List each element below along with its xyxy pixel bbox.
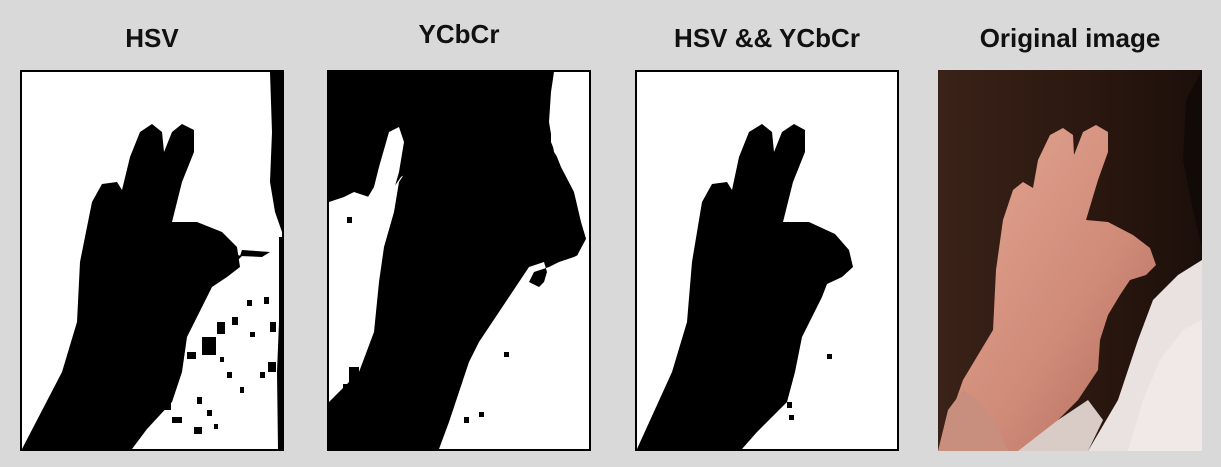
ycbcr-title: YCbCr — [418, 19, 500, 49]
hsv-mask-graphic — [22, 72, 282, 449]
hsv-mask-image — [20, 70, 284, 451]
original-photo — [938, 70, 1202, 451]
combined-mask-graphic — [637, 124, 853, 449]
hsv-title: HSV — [125, 23, 179, 53]
ycbcr-mask-image — [327, 70, 591, 451]
original-title: Original image — [979, 23, 1161, 53]
combined-title: HSV && YCbCr — [674, 23, 860, 53]
combined-mask-image — [635, 70, 899, 451]
original-photo-graphic — [938, 70, 1202, 451]
ycbcr-mask-graphic — [329, 72, 589, 449]
